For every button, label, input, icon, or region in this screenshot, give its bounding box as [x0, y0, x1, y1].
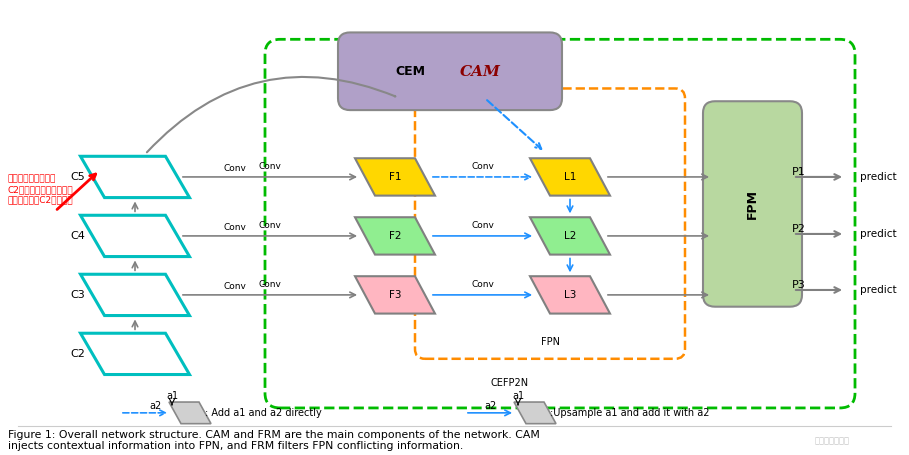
Polygon shape — [355, 158, 435, 196]
Text: FPN: FPN — [541, 337, 560, 347]
Text: CAM: CAM — [460, 65, 501, 79]
Text: Conv: Conv — [258, 280, 282, 289]
Text: Conv: Conv — [258, 221, 282, 230]
Text: : Add a1 and a2 directly: : Add a1 and a2 directly — [205, 408, 322, 418]
Polygon shape — [514, 402, 556, 424]
Text: F2: F2 — [389, 231, 401, 241]
Text: C5: C5 — [70, 172, 85, 182]
Text: F3: F3 — [389, 290, 401, 300]
Text: Figure 1: Overall network structure. CAM and FRM are the main components of the : Figure 1: Overall network structure. CAM… — [8, 430, 540, 451]
Text: P3: P3 — [792, 280, 805, 290]
Text: CEFP2N: CEFP2N — [491, 378, 529, 388]
Text: Conv: Conv — [471, 280, 494, 289]
Text: CEM: CEM — [395, 65, 425, 78]
Text: F1: F1 — [389, 172, 401, 182]
Text: a2: a2 — [149, 401, 161, 411]
Text: 不想学习的学渣: 不想学习的学渣 — [815, 436, 850, 445]
Polygon shape — [169, 402, 211, 424]
Text: Conv: Conv — [258, 162, 282, 171]
Text: C2: C2 — [70, 349, 85, 359]
Text: -: - — [261, 279, 265, 289]
Text: :Upsample a1 and add it with a2: :Upsample a1 and add it with a2 — [550, 408, 710, 418]
Text: 通过一层卷积得到的
C2因为包含的噪声太多，
所以并没有用C2特征层。: 通过一层卷积得到的 C2因为包含的噪声太多， 所以并没有用C2特征层。 — [8, 175, 74, 205]
Text: Conv: Conv — [471, 221, 494, 230]
Polygon shape — [355, 217, 435, 255]
FancyBboxPatch shape — [703, 101, 802, 307]
Text: L2: L2 — [564, 231, 576, 241]
Text: predict: predict — [860, 229, 896, 239]
Text: FPM: FPM — [745, 189, 758, 219]
Text: a1: a1 — [166, 391, 178, 401]
FancyArrowPatch shape — [147, 77, 395, 152]
Text: Conv: Conv — [224, 164, 246, 173]
Polygon shape — [355, 276, 435, 313]
Text: Conv: Conv — [224, 282, 246, 291]
Polygon shape — [530, 276, 610, 313]
FancyBboxPatch shape — [338, 32, 562, 110]
Text: predict: predict — [860, 285, 896, 295]
Text: P2: P2 — [792, 224, 806, 234]
Text: L3: L3 — [564, 290, 576, 300]
Text: C4: C4 — [70, 231, 85, 241]
Polygon shape — [530, 158, 610, 196]
Text: predict: predict — [860, 172, 896, 182]
Text: a2: a2 — [484, 401, 496, 411]
Polygon shape — [530, 217, 610, 255]
Text: Conv: Conv — [471, 162, 494, 171]
Text: Conv: Conv — [224, 223, 246, 232]
Text: P1: P1 — [792, 167, 805, 177]
Text: C3: C3 — [70, 290, 85, 300]
Text: L1: L1 — [564, 172, 576, 182]
Text: a1: a1 — [512, 391, 524, 401]
